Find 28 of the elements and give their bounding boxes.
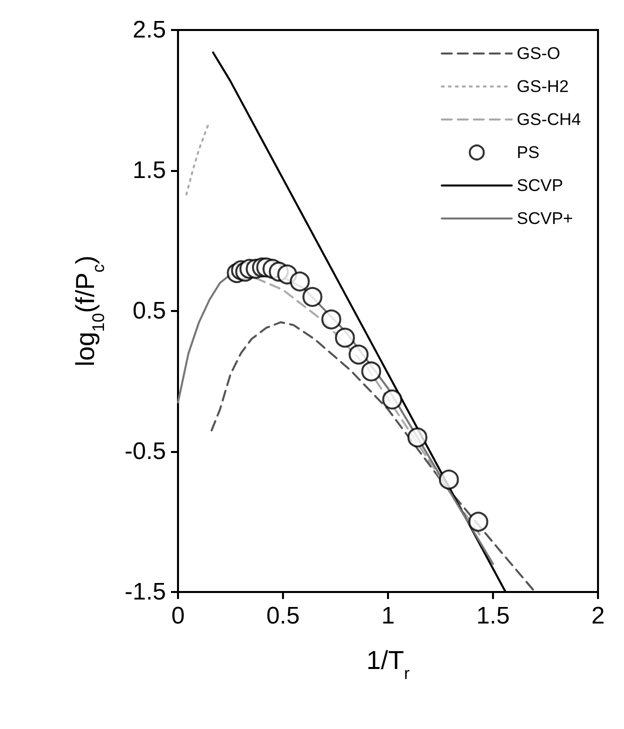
point xyxy=(348,344,369,365)
y-tick-label: -0.5 xyxy=(124,438,166,465)
legend-label: SCVP xyxy=(516,176,564,195)
legend-label: GS-O xyxy=(516,44,560,63)
point xyxy=(438,470,459,490)
legend-label: GS-H2 xyxy=(516,77,569,96)
y-tick-label: 0.5 xyxy=(132,298,166,324)
point xyxy=(334,328,355,348)
point xyxy=(468,512,488,532)
x-tick-label: 0.5 xyxy=(266,602,300,630)
point xyxy=(302,286,322,307)
point xyxy=(321,309,342,330)
legend-label: PS xyxy=(516,143,540,162)
point xyxy=(407,427,428,448)
x-tick-label: 1.5 xyxy=(476,602,510,630)
y-tick-label: 1.5 xyxy=(132,157,166,184)
x-tick-label: 2 xyxy=(591,602,605,630)
y-tick-label: 2.5 xyxy=(132,16,166,44)
y-axis-title: log10(f/Pc) xyxy=(70,255,108,367)
legend-label: GS-CH4 xyxy=(516,110,582,129)
legend-label: SCVP+ xyxy=(516,209,574,228)
line-series xyxy=(210,321,536,593)
point xyxy=(361,361,382,382)
x-tick-label: 0 xyxy=(171,602,185,630)
y-tick-label: -1.5 xyxy=(124,578,166,606)
point xyxy=(382,390,402,410)
x-tick-label: 1 xyxy=(381,602,395,630)
point xyxy=(290,272,310,292)
